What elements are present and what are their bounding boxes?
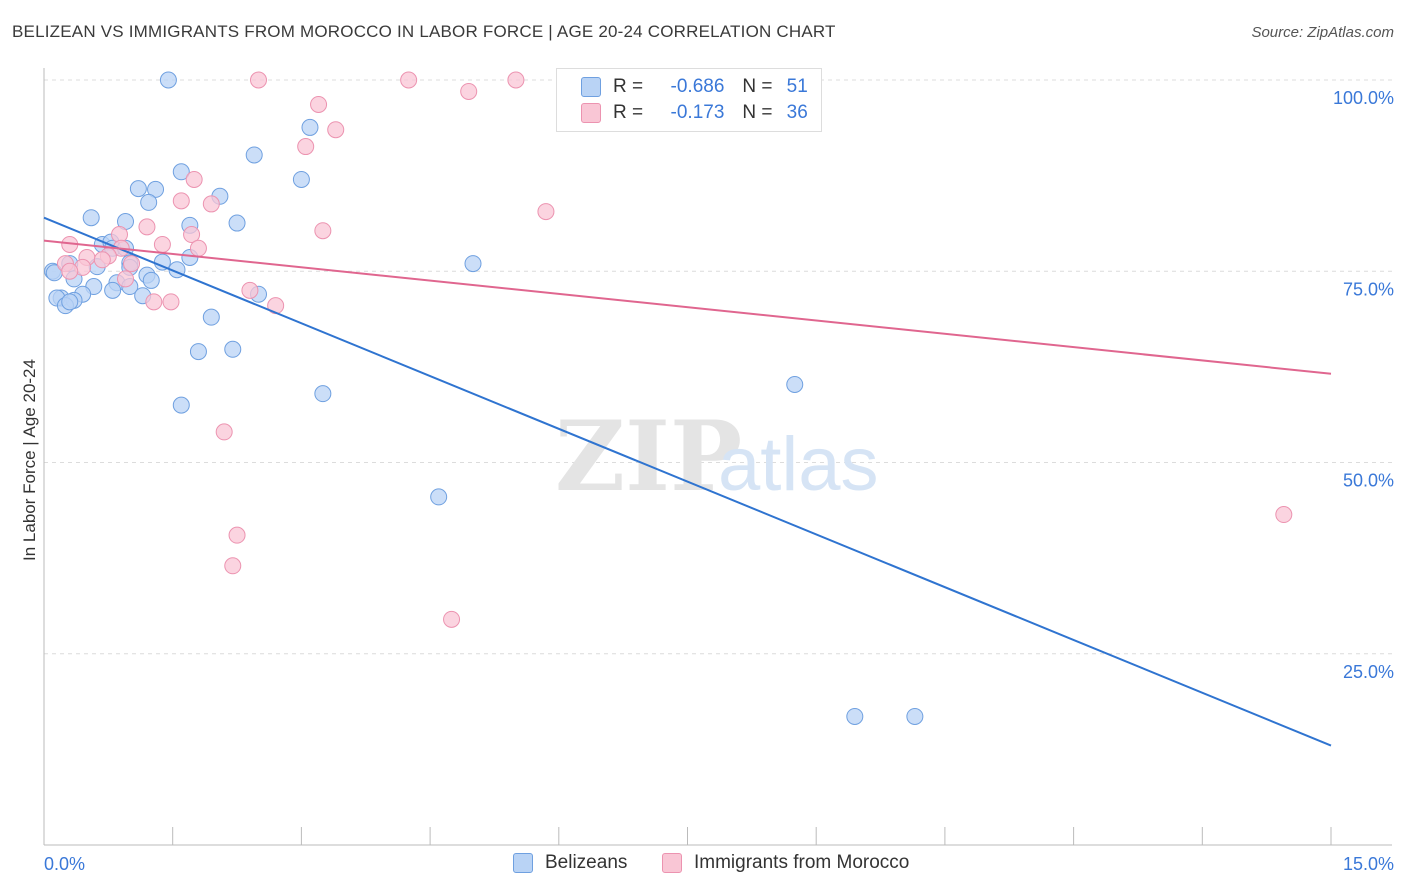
morocco-point xyxy=(215,423,233,441)
series-legend-belizeans[interactable]: Belizeans xyxy=(513,852,627,874)
morocco-point xyxy=(1275,506,1293,524)
legend-n-value: 36 xyxy=(786,102,808,123)
belizeans-point xyxy=(301,118,319,136)
belizeans-point xyxy=(464,255,482,273)
y-tick-label: 75.0% xyxy=(1343,279,1394,299)
belizeans-point xyxy=(224,340,242,358)
legend-r-label: R = xyxy=(613,102,644,123)
morocco-point xyxy=(297,138,315,156)
morocco-point xyxy=(443,610,461,628)
morocco-point xyxy=(241,281,259,299)
belizeans-point xyxy=(172,163,190,181)
belizeans-point xyxy=(61,293,79,311)
morocco-point xyxy=(537,203,555,221)
morocco-point xyxy=(138,218,156,236)
belizeans-trendline xyxy=(43,216,1332,747)
legend-r-label: R = xyxy=(613,76,644,97)
belizeans-point xyxy=(202,308,220,326)
morocco-trendline xyxy=(43,239,1332,375)
belizeans-point xyxy=(846,707,864,725)
morocco-point xyxy=(228,526,246,544)
belizeans-point xyxy=(314,385,332,403)
belizeans-point xyxy=(172,396,190,414)
morocco-point xyxy=(507,71,525,89)
legend-r-value: -0.686 xyxy=(670,76,725,97)
morocco-point xyxy=(123,255,141,273)
legend-n-value: 51 xyxy=(786,76,808,97)
belizeans-point xyxy=(189,343,207,361)
legend-row-belizeans: R = -0.686 N = 51 xyxy=(581,74,808,100)
morocco-point xyxy=(172,192,190,210)
belizeans-label: Belizeans xyxy=(545,852,628,873)
legend-r-value: -0.173 xyxy=(670,102,725,123)
y-tick-label: 25.0% xyxy=(1343,662,1394,682)
series-legend: Belizeans Immigrants from Morocco xyxy=(0,852,1406,878)
morocco-point xyxy=(145,293,163,311)
morocco-point xyxy=(224,557,242,575)
x-tick-label: 15.0% xyxy=(1343,854,1394,874)
series-legend-morocco[interactable]: Immigrants from Morocco xyxy=(662,852,909,874)
morocco-point xyxy=(400,71,418,89)
watermark-atlas: atlas xyxy=(718,422,879,507)
morocco-point xyxy=(189,239,207,257)
belizeans-point xyxy=(292,170,310,188)
legend-row-morocco: R = -0.173 N = 36 xyxy=(581,100,808,126)
morocco-point xyxy=(310,95,328,113)
morocco-swatch xyxy=(662,853,682,873)
belizeans-point xyxy=(104,281,122,299)
y-axis-label: In Labor Force | Age 20-24 xyxy=(20,359,39,561)
y-tick-label: 100.0% xyxy=(1333,88,1394,108)
belizeans-point xyxy=(82,209,100,227)
source-label: Source: ZipAtlas.com xyxy=(1251,24,1394,41)
belizeans-point xyxy=(906,707,924,725)
chart-title: BELIZEAN VS IMMIGRANTS FROM MOROCCO IN L… xyxy=(12,22,836,41)
legend-swatch-pink xyxy=(581,103,601,123)
morocco-point xyxy=(61,262,79,280)
belizeans-point xyxy=(142,271,160,289)
watermark-zip: ZIP xyxy=(555,400,742,513)
morocco-point xyxy=(314,222,332,240)
legend-swatch-blue xyxy=(581,77,601,97)
morocco-point xyxy=(93,251,111,269)
belizeans-point xyxy=(159,71,177,89)
belizeans-point xyxy=(786,375,804,393)
legend-n-label: N = xyxy=(742,102,773,123)
x-tick-label: 0.0% xyxy=(44,854,85,874)
legend-n-label: N = xyxy=(742,76,773,97)
belizeans-swatch xyxy=(513,853,533,873)
morocco-label: Immigrants from Morocco xyxy=(694,852,910,873)
y-tick-label: 50.0% xyxy=(1343,471,1394,491)
morocco-point xyxy=(460,82,478,100)
belizeans-point xyxy=(129,180,147,198)
morocco-point xyxy=(327,121,345,139)
morocco-point xyxy=(185,170,203,188)
belizeans-point xyxy=(430,488,448,506)
morocco-point xyxy=(153,235,171,253)
morocco-point xyxy=(162,293,180,311)
morocco-point xyxy=(117,270,135,288)
belizeans-point xyxy=(140,193,158,211)
stats-legend: R = -0.686 N = 51 R = -0.173 N = 36 xyxy=(556,68,822,132)
morocco-point xyxy=(202,195,220,213)
belizeans-point xyxy=(245,146,263,164)
morocco-point xyxy=(183,226,201,244)
belizeans-point xyxy=(228,214,246,232)
morocco-point xyxy=(250,71,267,89)
